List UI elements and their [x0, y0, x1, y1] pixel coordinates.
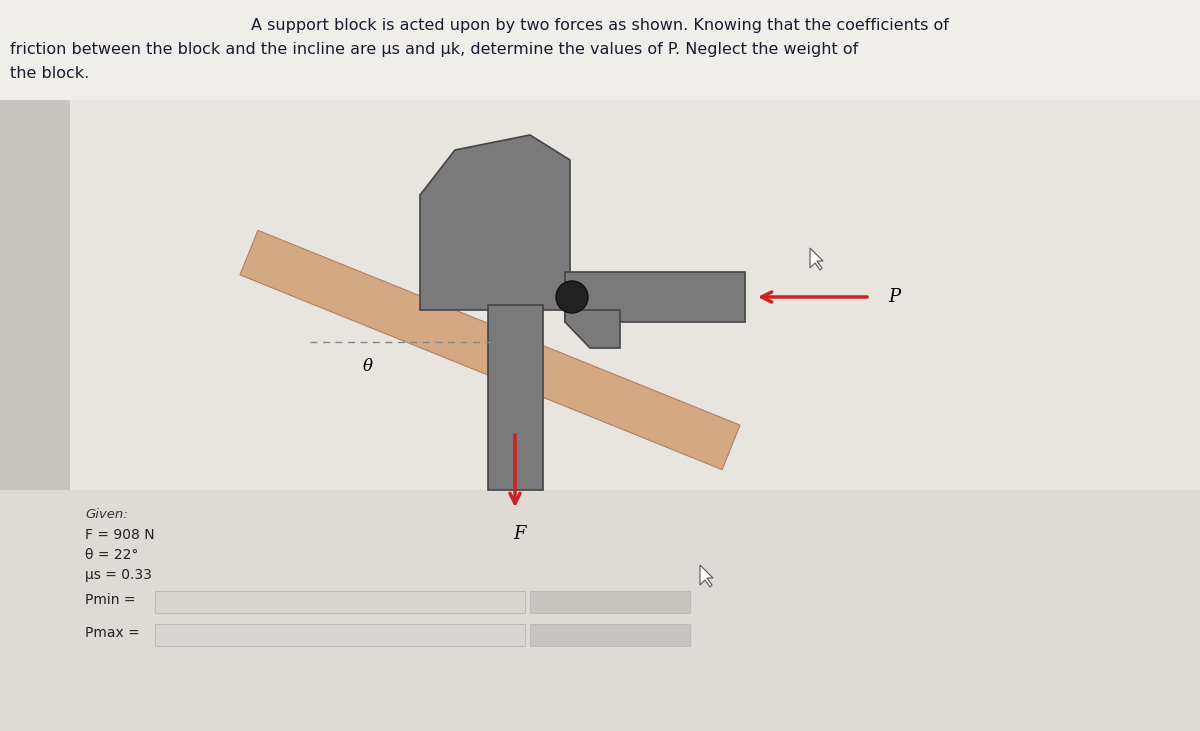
Text: Given:: Given: — [85, 508, 127, 521]
Polygon shape — [420, 135, 570, 310]
Bar — [0, 490, 1200, 731]
Polygon shape — [240, 230, 740, 469]
Circle shape — [556, 281, 588, 313]
Text: friction between the block and the incline are μs and μk, determine the values o: friction between the block and the incli… — [10, 42, 858, 57]
Text: θ: θ — [364, 358, 373, 375]
Text: P: P — [888, 288, 900, 306]
Bar — [0, 100, 1200, 490]
Bar — [530, 624, 690, 646]
Polygon shape — [565, 310, 620, 348]
Text: F = 908 N: F = 908 N — [85, 528, 155, 542]
Bar — [488, 305, 542, 490]
Text: θ = 22°: θ = 22° — [85, 548, 138, 562]
Text: the block.: the block. — [10, 66, 89, 81]
Bar — [565, 272, 745, 322]
Polygon shape — [810, 248, 823, 270]
Text: A support block is acted upon by two forces as shown. Knowing that the coefficie: A support block is acted upon by two for… — [251, 18, 949, 33]
Bar — [530, 591, 690, 613]
Bar — [155, 591, 526, 613]
Polygon shape — [700, 565, 713, 587]
Text: μs = 0.33: μs = 0.33 — [85, 568, 152, 582]
Bar — [0, 0, 1200, 100]
Text: Pmin =: Pmin = — [85, 593, 136, 607]
Text: Pmax =: Pmax = — [85, 626, 139, 640]
Bar — [155, 624, 526, 646]
Bar — [0, 100, 70, 490]
Text: F: F — [514, 525, 527, 543]
